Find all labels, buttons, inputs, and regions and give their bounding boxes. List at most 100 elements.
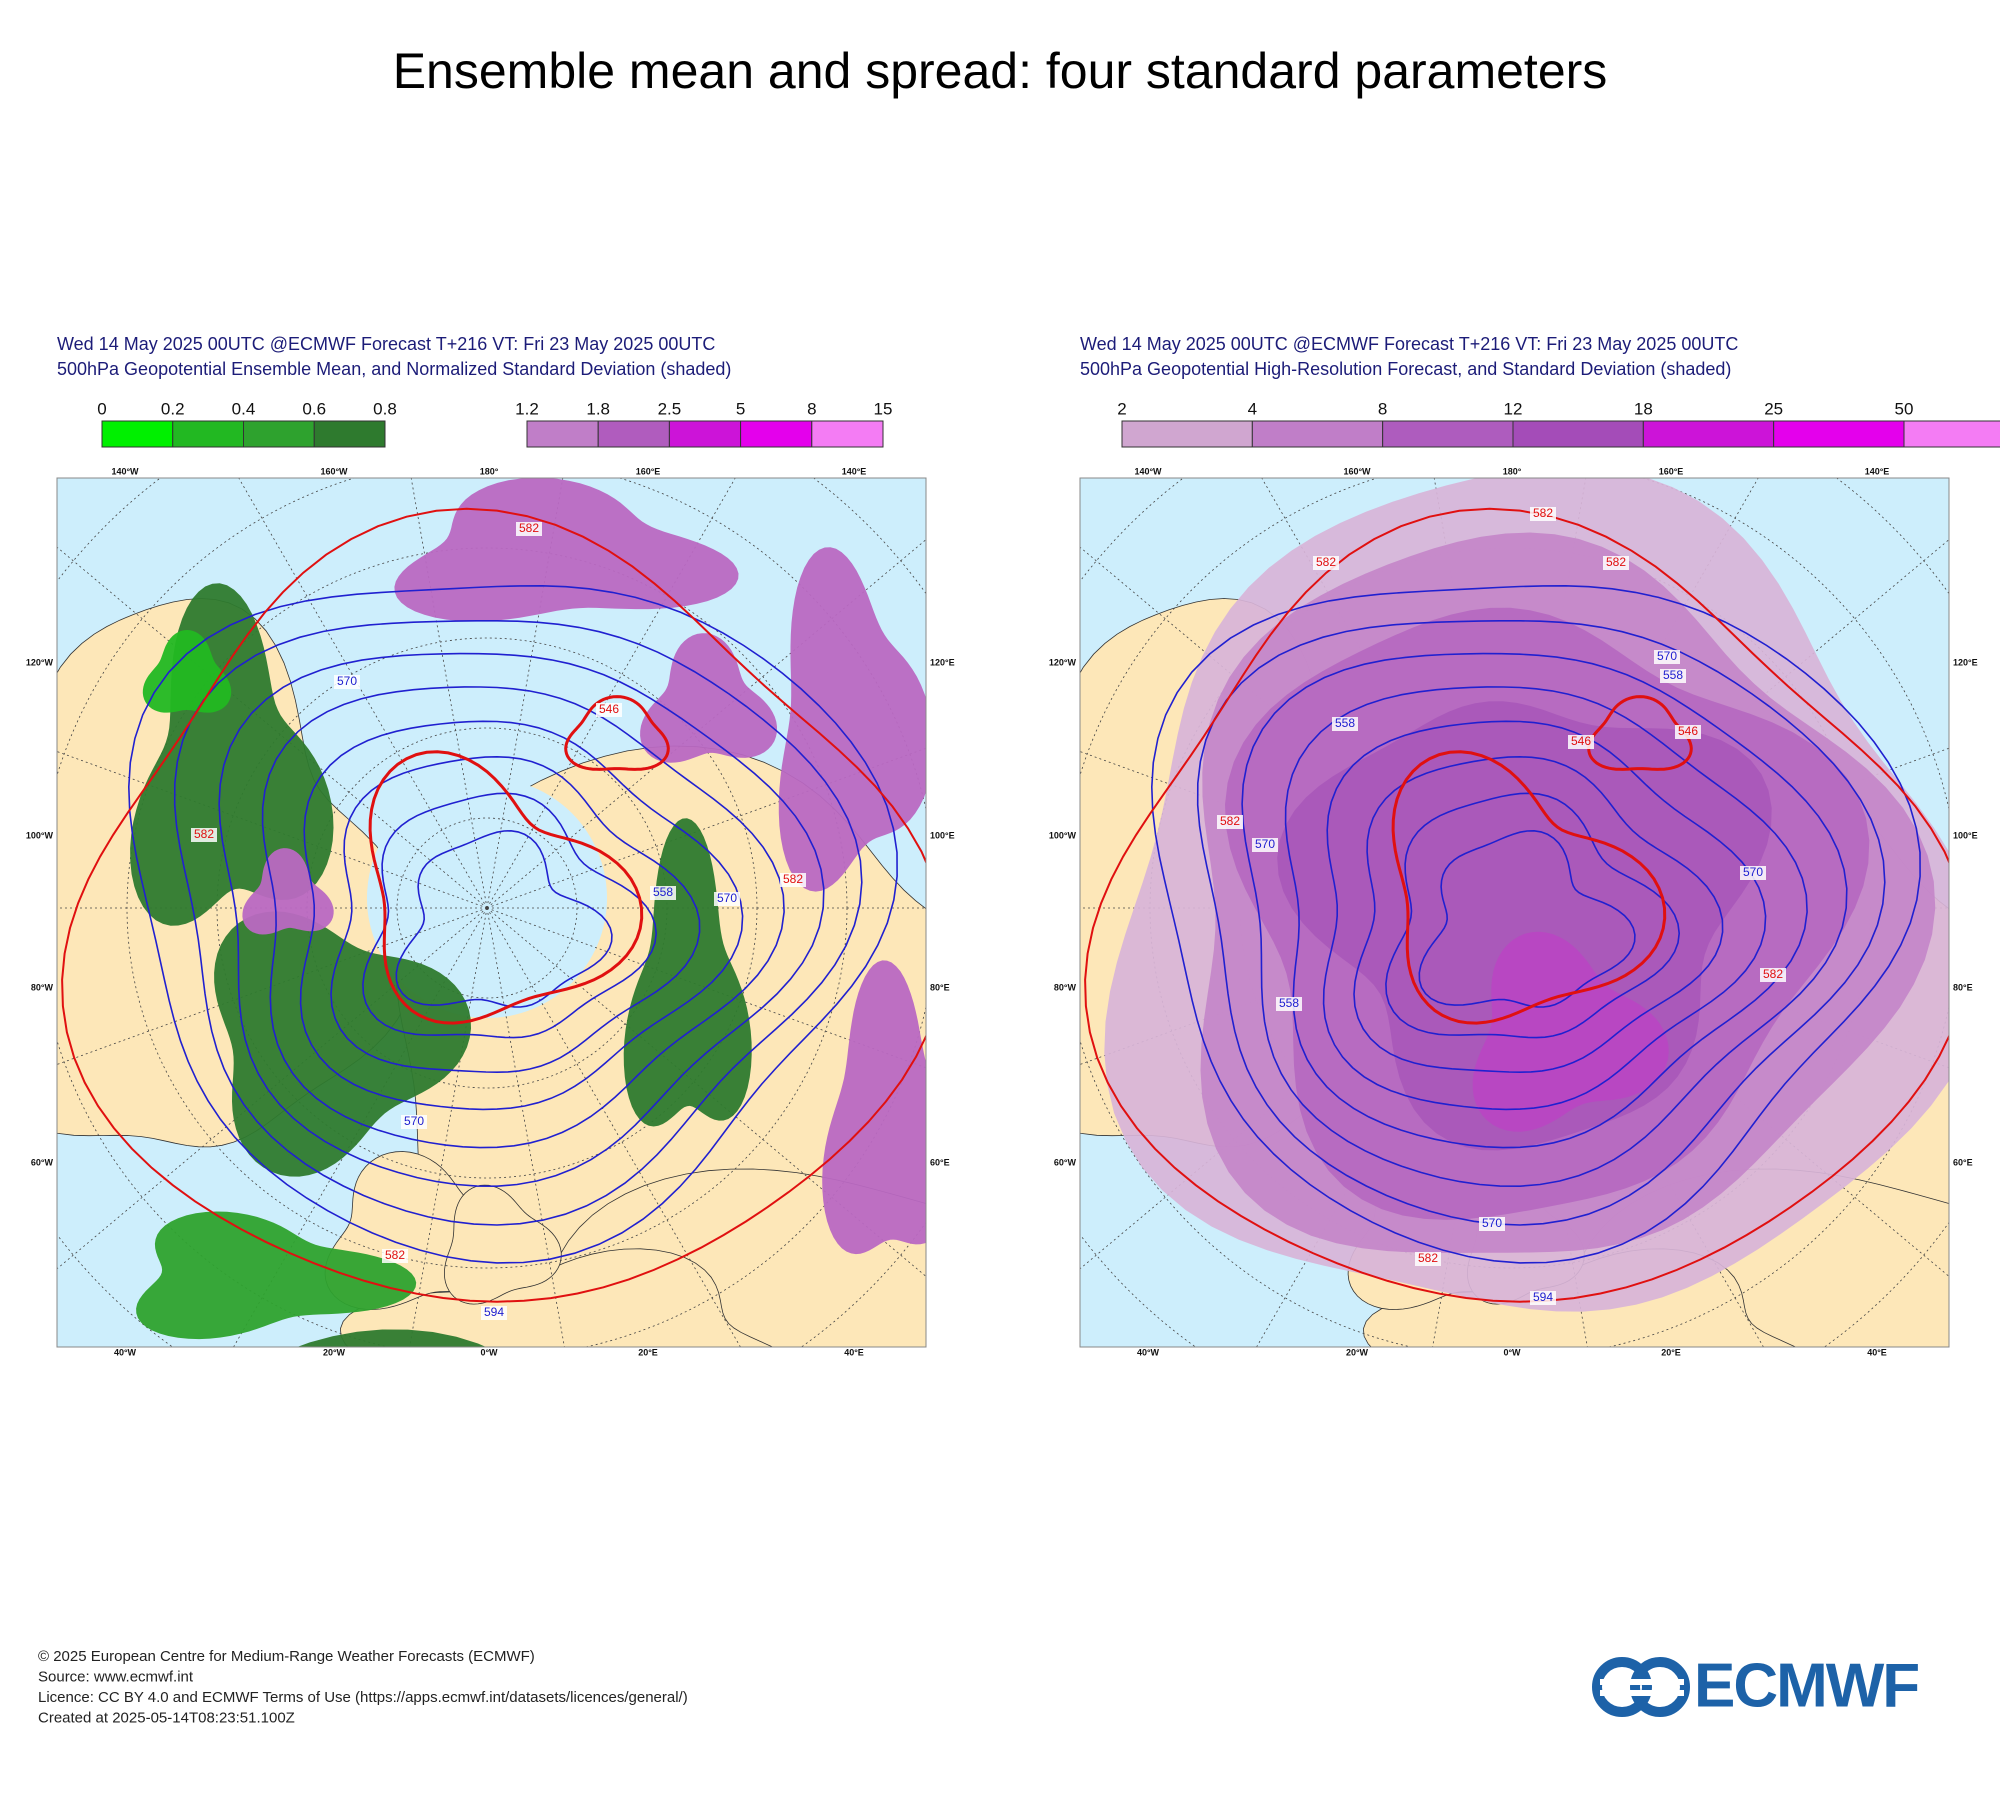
lon-label: 0°W (1503, 1347, 1521, 1357)
lat-label: 100°W (26, 830, 54, 840)
lat-label: 80°E (930, 982, 950, 992)
contour-label: 570 (404, 1114, 424, 1128)
contour-label-bg (650, 886, 676, 900)
colorbar-label: 0.8 (373, 399, 397, 418)
contour-label-bg (1654, 650, 1680, 664)
contour-label-bg (1252, 838, 1278, 852)
contour-label-bg (714, 892, 740, 906)
colorbar-box (597, 420, 670, 448)
contour-label-bg (1276, 997, 1302, 1011)
graticule (486, 747, 926, 909)
contour-label: 582 (1220, 814, 1240, 828)
contour-label: 558 (1663, 668, 1683, 682)
contour-label-bg (516, 522, 542, 536)
contour-label: 582 (783, 872, 803, 886)
shade-purple (394, 478, 739, 622)
contour-label: 582 (1316, 555, 1336, 569)
colorbar-box (1382, 420, 1514, 448)
colorbar-box (1642, 420, 1775, 448)
lon-label: 140°W (111, 466, 139, 476)
lon-label: 180° (480, 466, 499, 476)
contour-red-thick (564, 695, 670, 771)
contour-label: 582 (194, 827, 214, 841)
map-frame (56, 477, 927, 1348)
colorbar-box (101, 420, 174, 448)
lon-label: 20°W (1346, 1347, 1369, 1357)
contour-label: 582 (1606, 555, 1626, 569)
colorbar-label: 1.8 (586, 399, 610, 418)
contour-red (1084, 507, 1949, 1303)
lon-label: 40°E (1867, 1347, 1887, 1357)
logo-text: ECMWF (1694, 1651, 1918, 1720)
shade-purple (242, 848, 334, 935)
shade-green (297, 1329, 486, 1347)
contour-blue (1241, 652, 1848, 1188)
contour-blue (173, 620, 863, 1226)
contour-label-bg (1675, 725, 1701, 739)
lon-label: 160°W (320, 466, 348, 476)
lon-label: 40°W (1137, 1347, 1160, 1357)
lon-label: 20°E (1661, 1347, 1681, 1357)
colorbar-box (811, 420, 884, 448)
colorbar-box (526, 420, 599, 448)
contour-label: 594 (484, 1305, 504, 1319)
contour-blue (330, 755, 701, 1074)
lon-label: 160°W (1343, 466, 1371, 476)
map: 582 582 582 570 558 558 546 546 582 570 558 570 582 5… (1080, 478, 1949, 1347)
lat-label: 120°W (1049, 657, 1077, 667)
land (443, 1184, 562, 1305)
shade-purple (822, 960, 926, 1255)
footer-line: Created at 2025-05-14T08:23:51.100Z (38, 1709, 295, 1726)
lat-label: 80°W (1054, 982, 1077, 992)
shade-purple (778, 547, 926, 892)
logo-mark (1630, 1657, 1690, 1717)
lat-label: 80°W (31, 982, 54, 992)
contour-blue (1196, 620, 1886, 1226)
contour-red (61, 507, 926, 1303)
colorbar-box (313, 420, 386, 448)
panel-header: 500hPa Geopotential High-Resolution Fore… (1080, 359, 1731, 379)
lon-label: 140°W (1134, 466, 1162, 476)
logo: ECMWF (1592, 1651, 1920, 1720)
contour-blue (299, 720, 744, 1111)
footer-line: Source: www.ecmwf.int (38, 1668, 194, 1685)
contour-label: 558 (1335, 716, 1355, 730)
colorbar-label: 50 (1895, 399, 1914, 418)
contour-label: 582 (1533, 506, 1553, 520)
contour-label: 582 (1418, 1251, 1438, 1265)
colorbar-label: 1.2 (515, 399, 539, 418)
lon-label: 20°E (638, 1347, 658, 1357)
contour-label: 546 (1678, 724, 1698, 738)
lat-label: 100°E (1953, 830, 1978, 840)
lon-label: 160°E (636, 466, 661, 476)
colorbar-label: 0.4 (232, 399, 256, 418)
colorbar-box (243, 420, 315, 448)
lat-label: 60°W (1054, 1157, 1077, 1167)
contour-label: 558 (653, 885, 673, 899)
colorbar-label: 0 (97, 399, 106, 418)
contour-label-bg (1217, 815, 1243, 829)
lat-label: 100°W (1049, 830, 1077, 840)
graticule (486, 907, 741, 1347)
contour-label: 546 (1571, 734, 1591, 748)
graticule (486, 907, 926, 1277)
contour-label: 558 (1279, 996, 1299, 1010)
contour-label-bg (1332, 717, 1358, 731)
logo-bar (1600, 1679, 1684, 1685)
shade-green (136, 1211, 417, 1340)
colorbar-label: 5 (736, 399, 745, 418)
lon-label: 180° (1503, 466, 1522, 476)
contour-label-bg (382, 1249, 408, 1263)
colorbar-label: 25 (1764, 399, 1783, 418)
contour-blue (1353, 755, 1724, 1074)
contour-label-bg (1479, 1217, 1505, 1231)
contour-label: 582 (385, 1248, 405, 1262)
contour-label-bg (401, 1115, 427, 1129)
footer-line: Licence: CC BY 4.0 and ECMWF Terms of Us… (38, 1689, 688, 1706)
contour-blue (1150, 584, 1921, 1264)
colorbar-label: 2.5 (658, 399, 682, 418)
contour-label-bg (191, 828, 217, 842)
lon-label: 140°E (842, 466, 867, 476)
colorbar-label: 15 (874, 399, 893, 418)
